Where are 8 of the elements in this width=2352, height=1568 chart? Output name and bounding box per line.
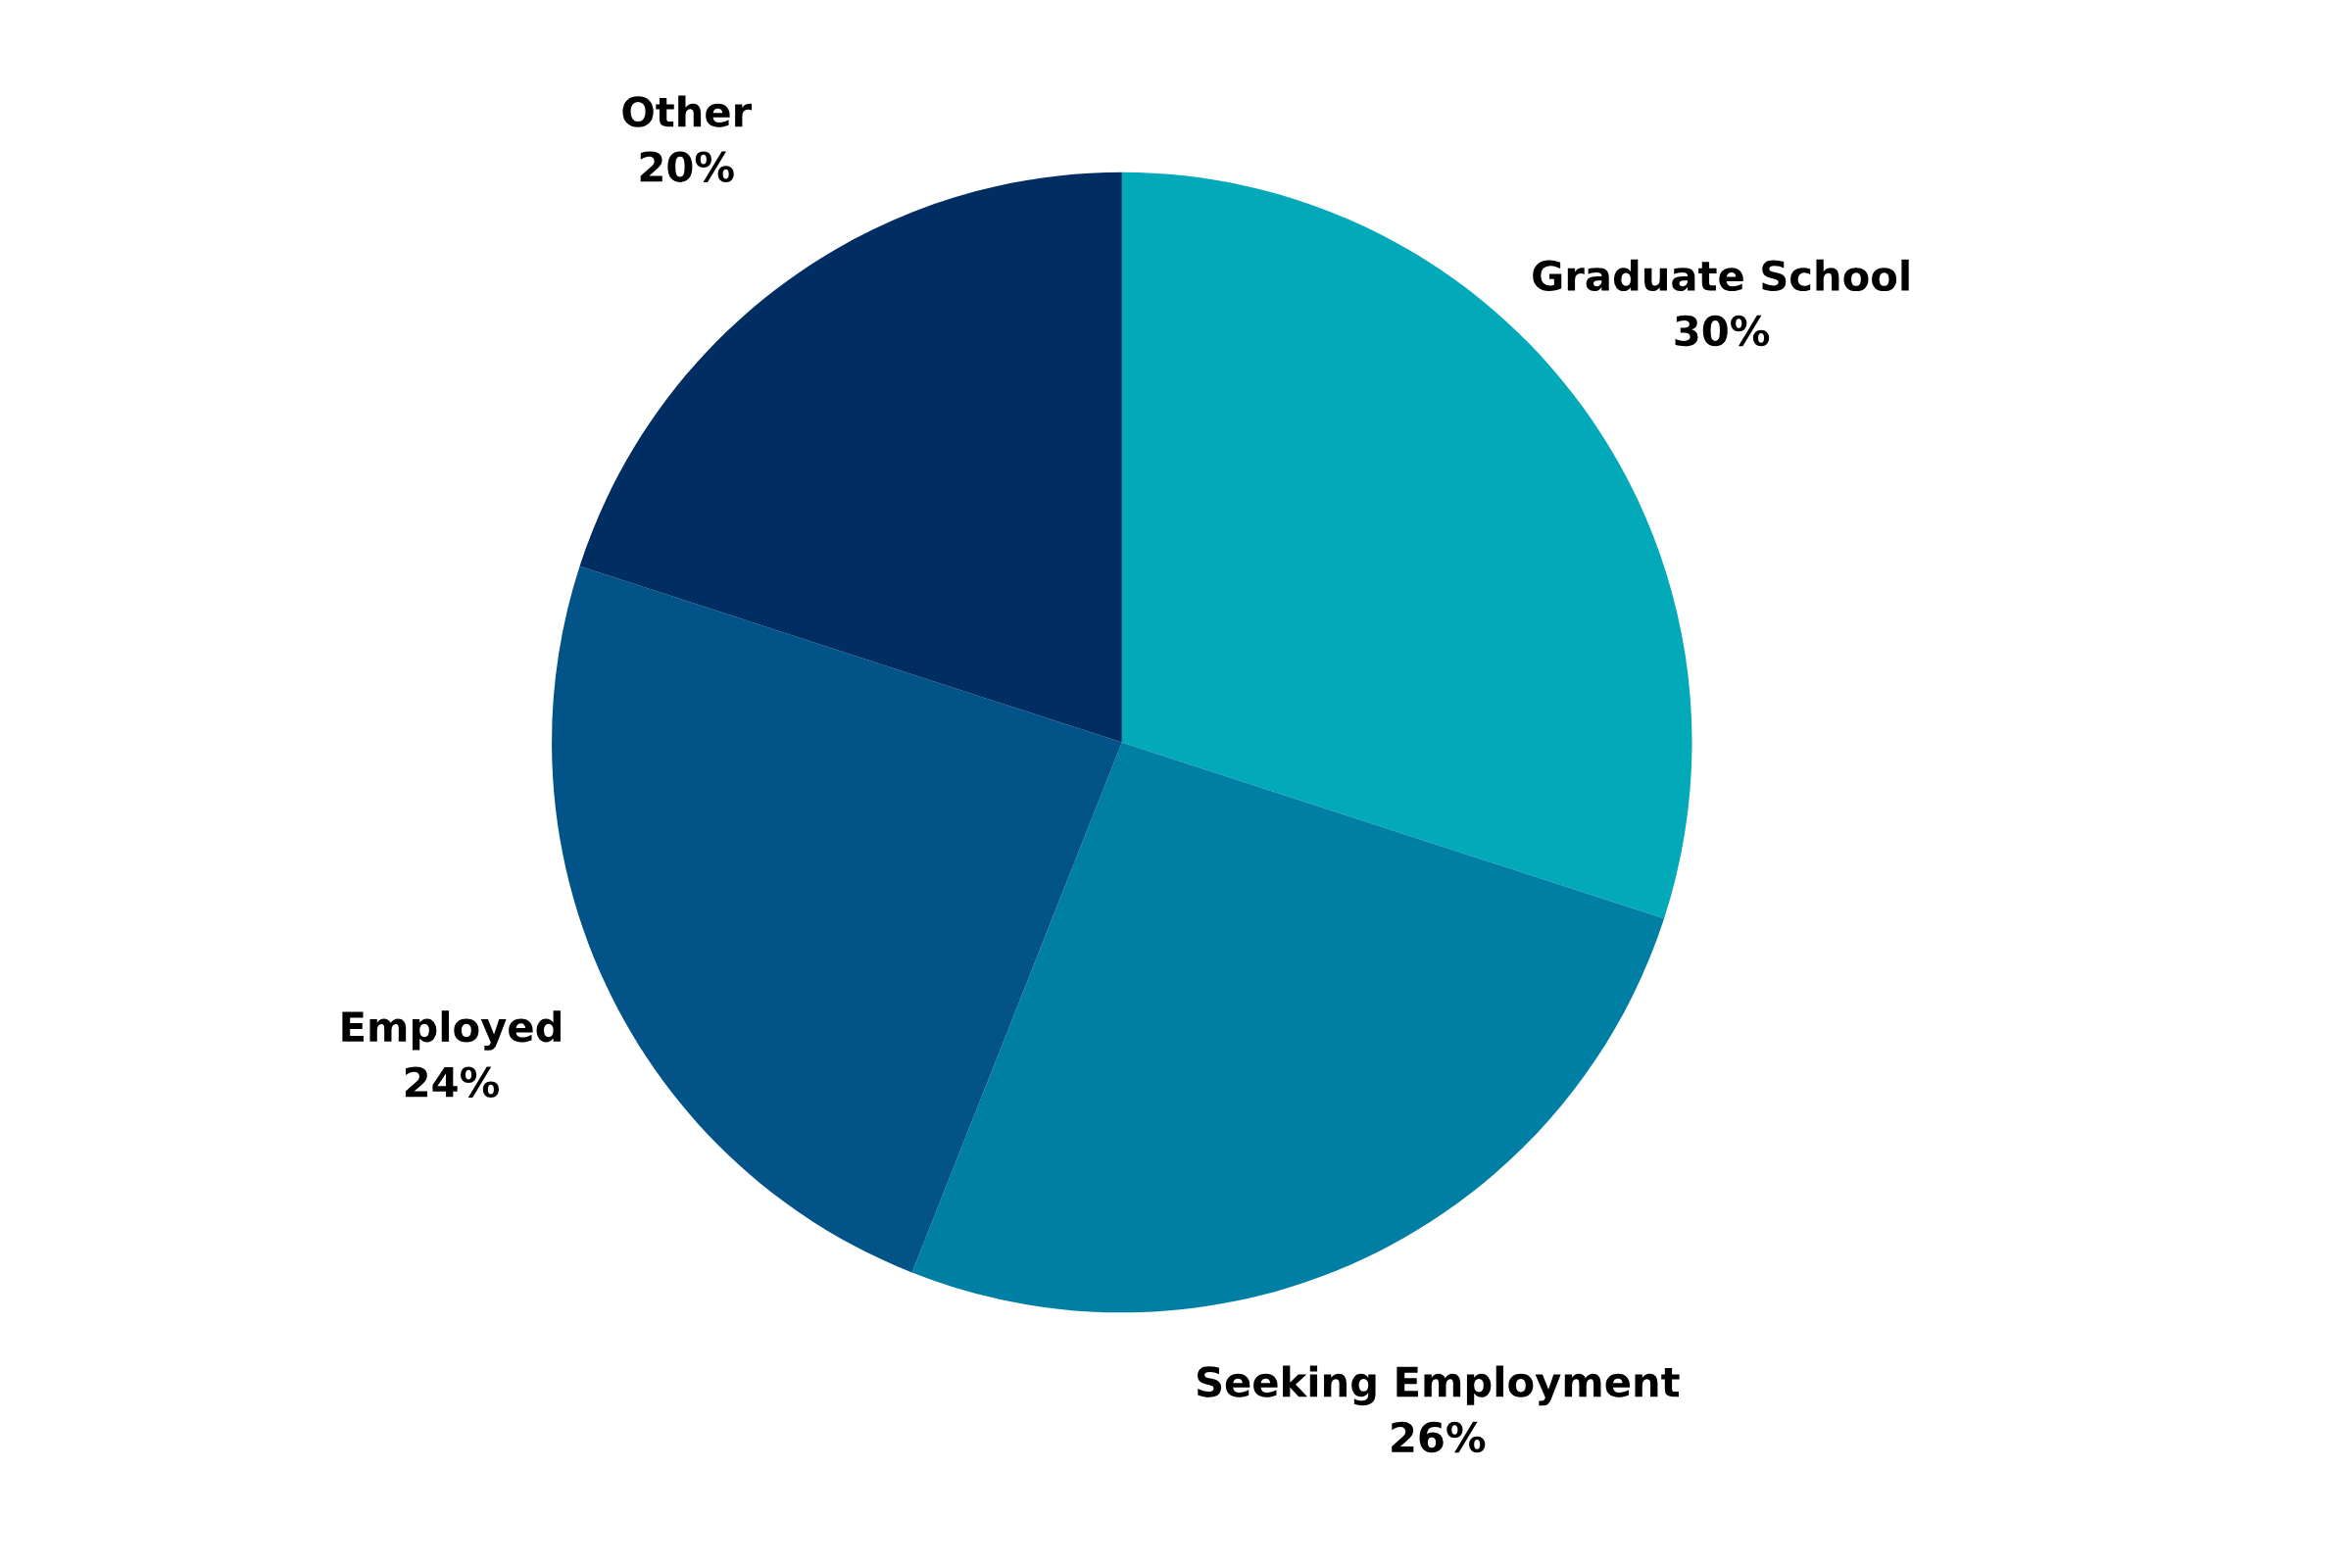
data-label: 20% <box>640 151 734 182</box>
slice-label: Graduate School <box>1533 259 1909 292</box>
data-label: 24% <box>405 1066 500 1098</box>
data-label: 26% <box>1392 1421 1486 1453</box>
slice-label: Employed <box>342 1010 561 1051</box>
slice-label: Other <box>622 95 753 127</box>
data-label: 30% <box>1675 315 1770 347</box>
slice-label: Seeking Employment <box>1198 1365 1680 1406</box>
